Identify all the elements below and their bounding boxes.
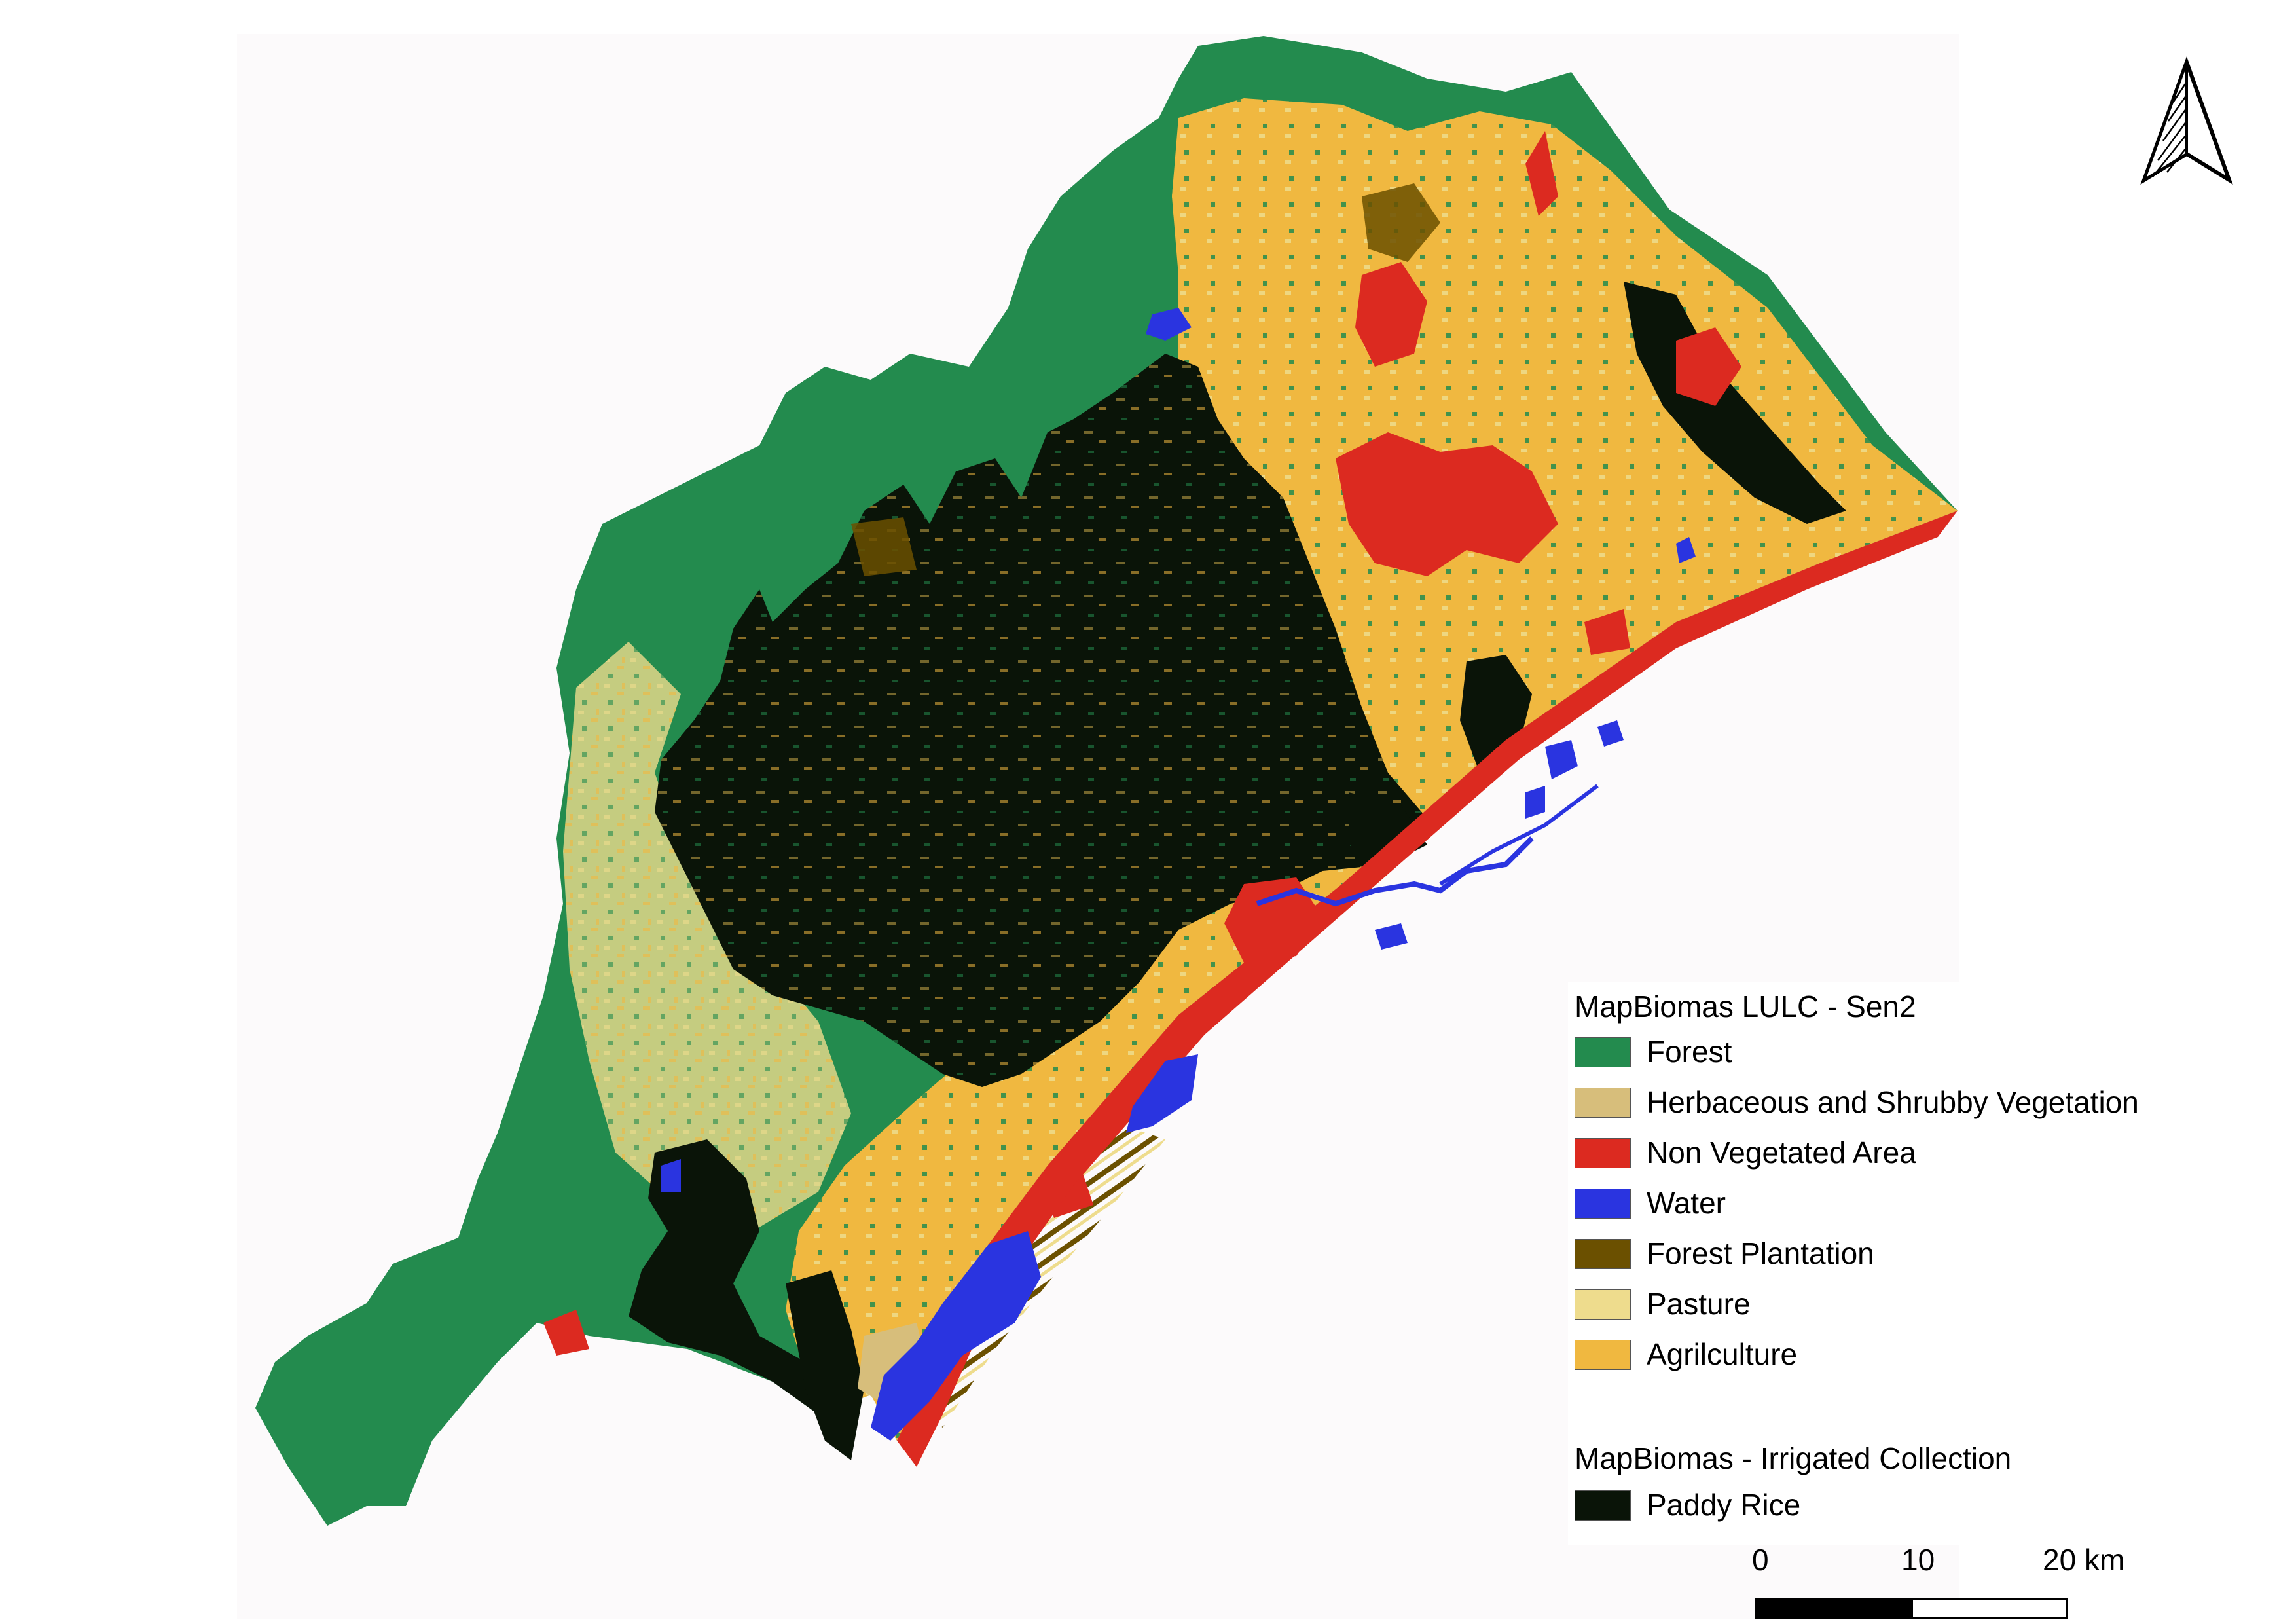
legend-swatch [1575,1138,1631,1168]
scale-segment-white [1911,1598,2068,1619]
paddy-rice-southwest [629,1139,818,1414]
legend-label: Forest [1647,1035,1732,1069]
non-vegetated-urban-1 [1336,432,1558,576]
legend-label: Pasture [1647,1287,1751,1321]
legend-title-lulc: MapBiomas LULC - Sen2 [1575,989,1916,1024]
river-coastal [1439,784,1599,886]
legend-title-irrigated: MapBiomas - Irrigated Collection [1575,1441,2012,1475]
water-reservoir-north [1146,308,1192,341]
non-vegetated-urban-7 [1584,609,1630,655]
water-lagoon-3 [1545,740,1578,779]
scale-bar: 0 10 20 km [1752,1542,2124,1621]
legend-label: Non Vegetated Area [1647,1135,1916,1170]
legend-swatch [1575,1088,1631,1118]
water-lagoon-large [871,1231,1041,1441]
legend-swatch [1575,1037,1631,1067]
legend-label: Herbaceous and Shrubby Vegetation [1647,1085,2139,1119]
non-vegetated-urban-8 [543,1310,589,1356]
legend-label: Forest Plantation [1647,1236,1874,1270]
water-lake-4 [1375,923,1408,950]
legend-swatch [1575,1239,1631,1269]
scale-segment-black [1755,1598,1913,1619]
legend-label: Agrilculture [1647,1337,1798,1371]
legend-swatch [1575,1189,1631,1219]
scale-label-10: 10 [1901,1543,1935,1577]
legend-swatch [1575,1340,1631,1370]
legend-swatch [1575,1490,1631,1521]
water-lagoon-5 [1525,786,1545,819]
water-lagoon-4 [1597,720,1624,747]
non-vegetated-urban-6 [1525,131,1558,216]
forest-plantation-coastal [923,1126,1165,1428]
north-arrow-icon [2140,56,2233,185]
legend-label: Paddy Rice [1647,1488,1801,1522]
water-reservoir-west [661,1159,681,1192]
river-main [1256,836,1534,907]
legend-swatch [1575,1289,1631,1320]
legend-label: Water [1647,1186,1726,1220]
paddy-rice-texture [655,354,1427,1087]
forest-plantation-west [851,517,917,576]
non-vegetated-urban-4 [1676,327,1741,406]
paddy-rice-southwest-2 [786,1270,864,1460]
water-lagoon-2 [1126,1054,1198,1133]
water-lake-5 [1676,537,1696,563]
legend: MapBiomas LULC - Sen2 Forest Herbaceous a… [1568,982,2196,1545]
scale-label-0: 0 [1752,1543,1769,1577]
scale-label-20: 20 km [2043,1543,2125,1577]
western-agriculture-texture [563,642,851,1231]
forest-plantation-north [1362,183,1440,262]
non-vegetated-urban-2 [1355,262,1427,367]
